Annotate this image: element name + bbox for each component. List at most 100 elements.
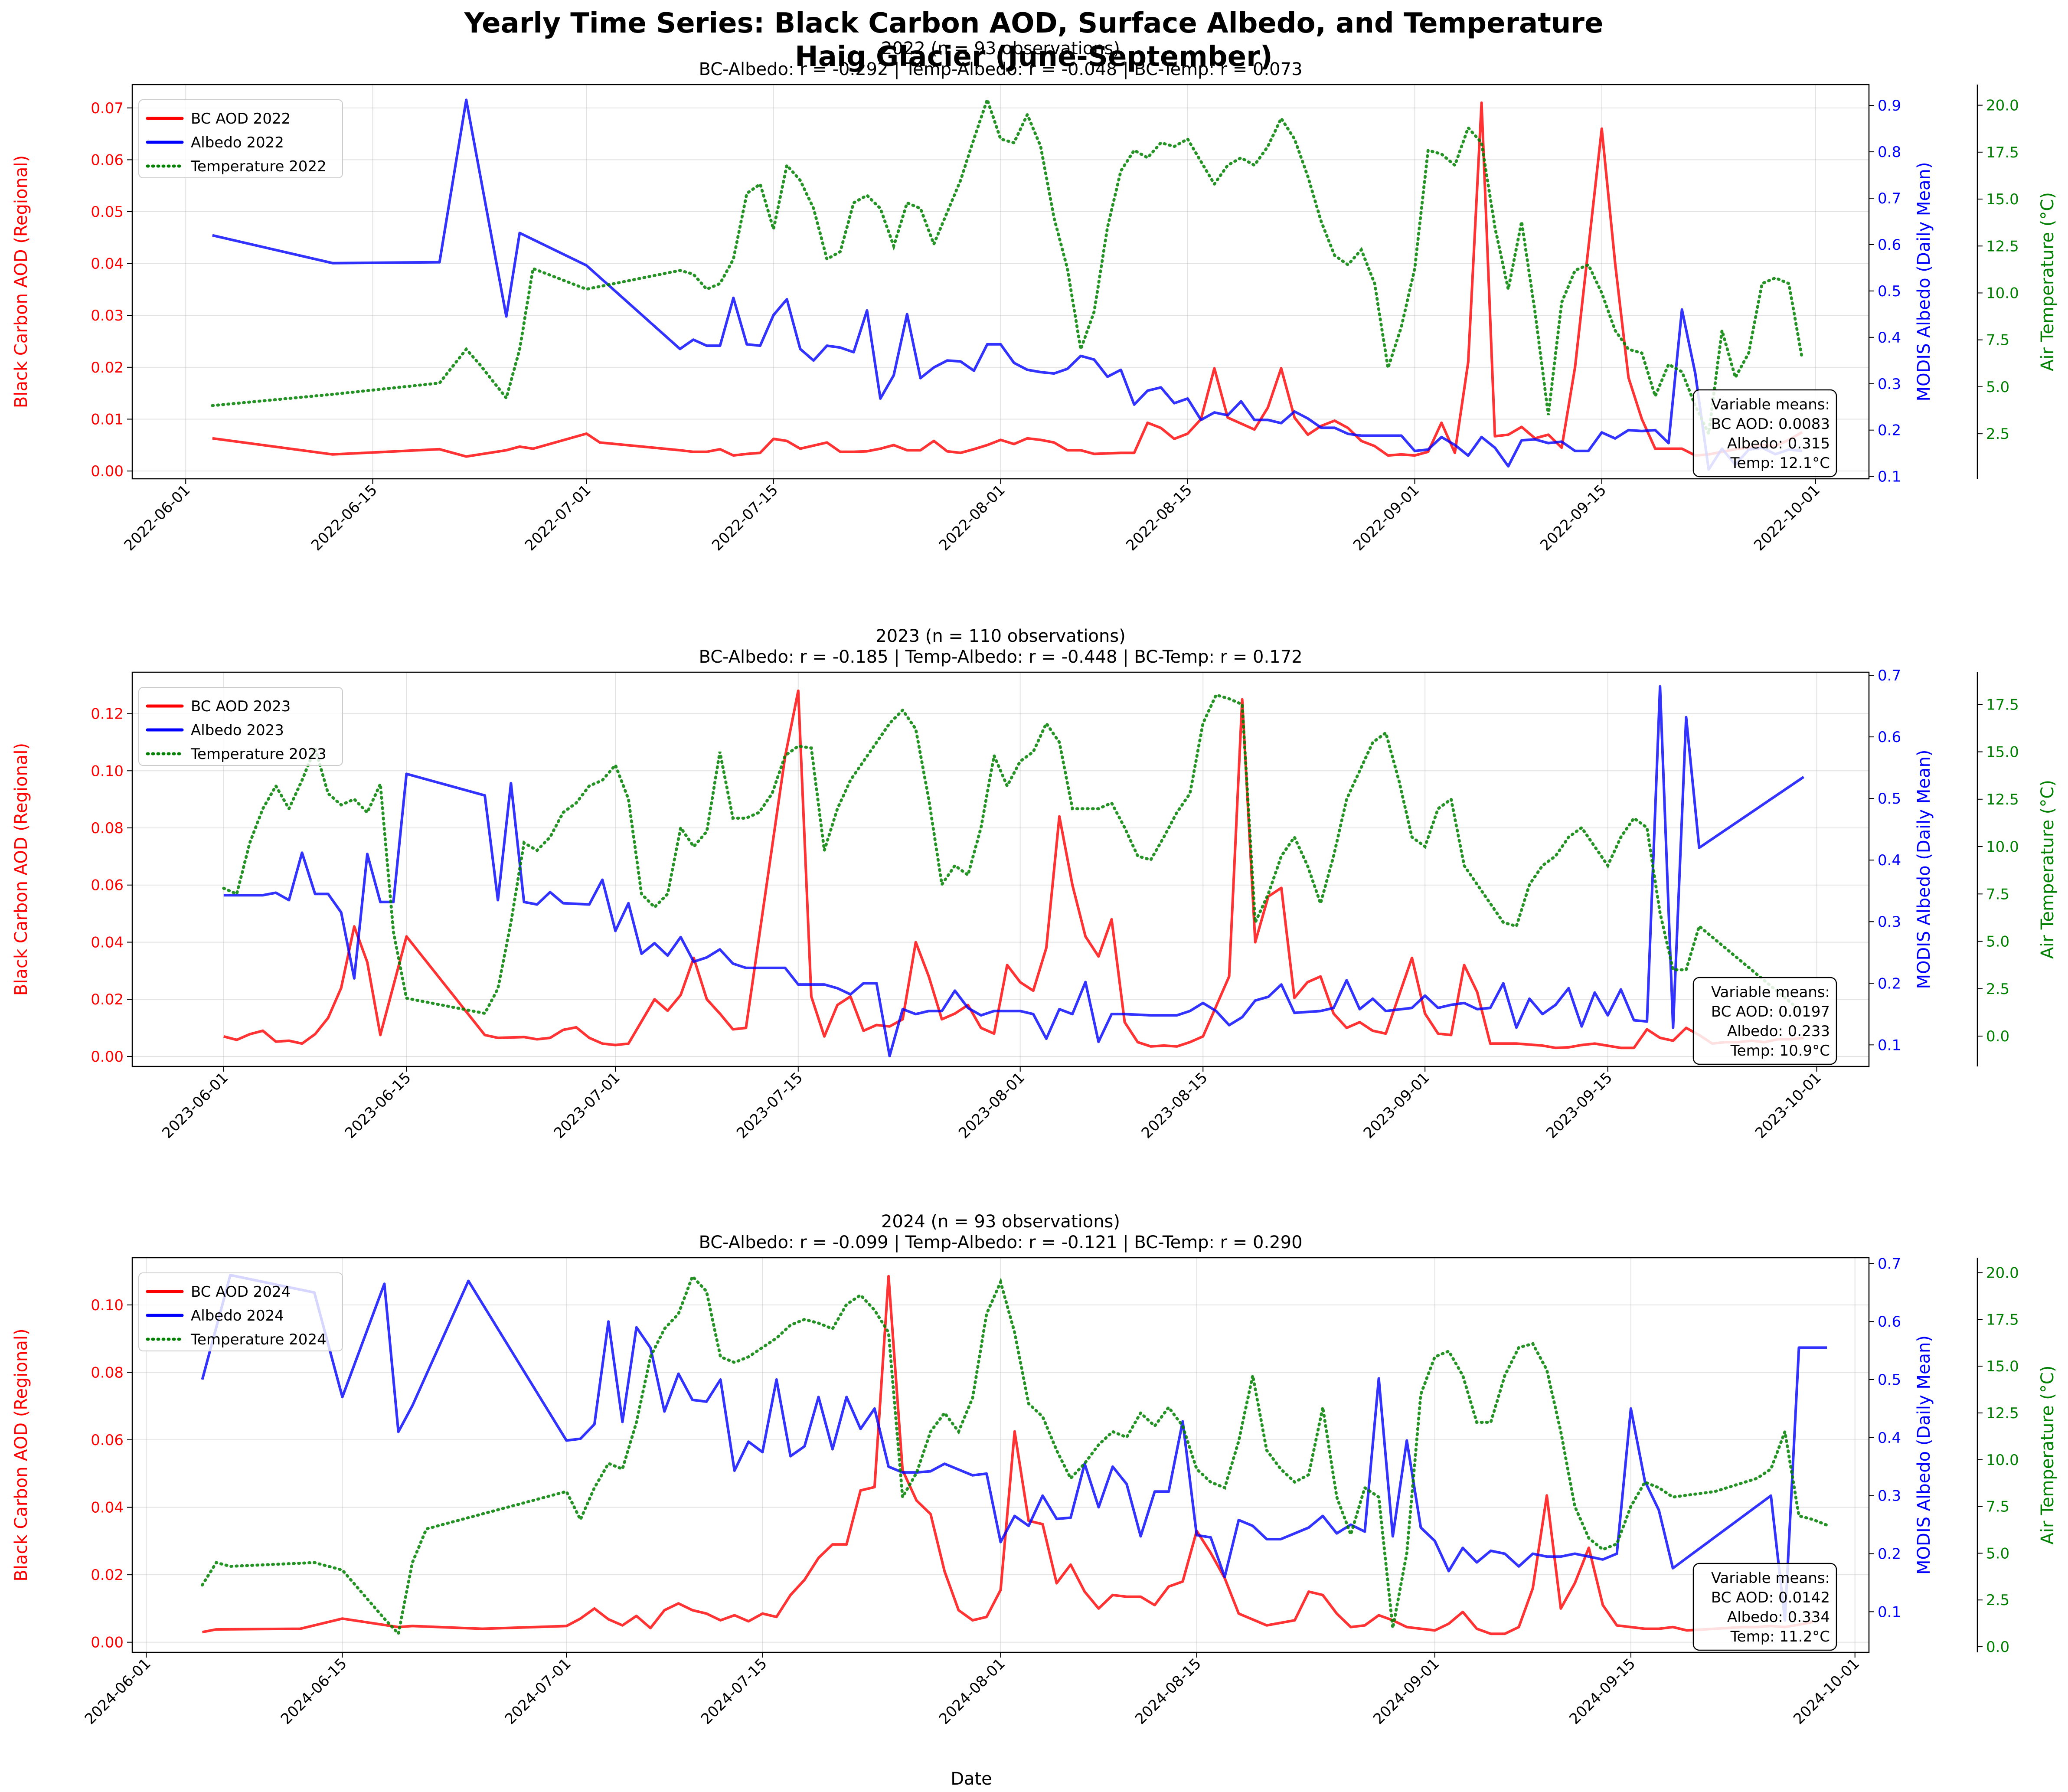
- x-tick-label: 2022-08-01: [936, 481, 1009, 554]
- y-tick-label-albedo: 0.1: [1878, 1037, 1901, 1054]
- legend-entry-temperature-label: Temperature 2022: [190, 158, 327, 175]
- y-tick-label-temp: 10.0: [1986, 284, 2019, 302]
- y-tick-label-bc: 0.08: [91, 1364, 124, 1381]
- y-tick-label-temp: 5.0: [1986, 1545, 2009, 1562]
- means-value: Albedo: 0.233: [1727, 1023, 1830, 1040]
- legend-box: [138, 1272, 343, 1351]
- y-tick-label-bc: 0.10: [91, 1297, 124, 1314]
- y-tick-label-temp: 5.0: [1986, 933, 2009, 951]
- figure-title-line2: Haig Glacier (June-September): [795, 41, 1273, 73]
- y-tick-label-temp: 12.5: [1986, 1405, 2019, 1422]
- y-tick-label-albedo: 0.2: [1878, 975, 1901, 992]
- y-tick-label-albedo: 0.5: [1878, 1371, 1901, 1389]
- series-temperature: [201, 1273, 1829, 1637]
- y-tick-label-albedo: 0.5: [1878, 790, 1901, 808]
- x-tick-label: 2024-09-01: [1370, 1655, 1443, 1728]
- series-albedo: [201, 1274, 1827, 1622]
- x-tick-label: 2023-06-15: [342, 1069, 415, 1142]
- y-tick-label-temp: 15.0: [1986, 744, 2019, 761]
- x-tick-label: 2023-09-01: [1360, 1069, 1433, 1142]
- y-tick-label-temp: 2.5: [1986, 981, 2009, 998]
- y-tick-label-temp: 20.0: [1986, 97, 2019, 114]
- means-box-frame: [1692, 389, 1837, 477]
- x-tick-label: 2022-07-01: [522, 481, 595, 554]
- y-tick-label-bc: 0.06: [91, 151, 124, 169]
- variable-means-box: Variable means: BC AOD: 0.0142 Albedo: 0.3…: [1692, 1563, 1837, 1651]
- x-tick-label: 2022-06-15: [308, 481, 381, 554]
- y-tick-label-bc: 0.02: [91, 991, 124, 1008]
- x-tick-label: 2024-07-01: [502, 1655, 575, 1728]
- means-heading: Variable means:: [1711, 396, 1830, 413]
- x-tick-label: 2022-07-15: [709, 481, 781, 554]
- y-tick-label-albedo: 0.2: [1878, 1546, 1901, 1563]
- y-tick-label-albedo: 0.6: [1878, 236, 1901, 254]
- means-value: Temp: 12.1°C: [1730, 455, 1830, 472]
- y-tick-label-temp: 7.5: [1986, 886, 2009, 903]
- panel-correlations: BC-Albedo: r = -0.185 | Temp-Albedo: r =…: [699, 647, 1302, 667]
- y-tick-label-albedo: 0.7: [1878, 190, 1901, 207]
- panel-2022: 2022 (n = 93 observations)BC-Albedo: r =…: [11, 39, 2058, 554]
- y-axis-label-bc: Black Carbon AOD (Regional): [11, 743, 31, 996]
- legend-entry-temperature-label: Temperature 2023: [190, 746, 327, 763]
- x-tick-label: 2024-08-01: [936, 1655, 1009, 1728]
- y-tick-label-albedo: 0.2: [1878, 422, 1901, 439]
- y-tick-label-albedo: 0.7: [1878, 1255, 1901, 1272]
- legend-entry-temperature-label: Temperature 2024: [190, 1331, 327, 1348]
- y-tick-label-temp: 2.5: [1986, 425, 2009, 443]
- y-tick-label-albedo: 0.4: [1878, 329, 1901, 347]
- y-tick-label-temp: 0.0: [1986, 1638, 2009, 1656]
- means-value: Albedo: 0.315: [1727, 435, 1830, 452]
- panel-2024: 2024 (n = 93 observations)BC-Albedo: r =…: [11, 1212, 2058, 1728]
- y-tick-label-bc: 0.04: [91, 934, 124, 951]
- series-albedo: [212, 98, 1803, 471]
- x-tick-label: 2022-09-01: [1350, 481, 1423, 554]
- y-tick-label-temp: 17.5: [1986, 696, 2019, 713]
- panel-subtitle: 2022 (n = 93 observations): [881, 39, 1120, 59]
- y-axis-label-bc: Black Carbon AOD (Regional): [11, 1328, 31, 1581]
- legend-entry-albedo-label: Albedo 2022: [191, 134, 284, 151]
- y-tick-label-temp: 7.5: [1986, 1498, 2009, 1516]
- y-tick-label-bc: 0.00: [91, 1048, 124, 1066]
- legend: BC AOD 2022 Albedo 2022 Temperature 2022: [138, 99, 343, 178]
- legend: BC AOD 2023 Albedo 2023 Temperature 2023: [138, 687, 343, 766]
- x-tick-label: 2024-09-15: [1566, 1655, 1639, 1728]
- panel-subtitle: 2024 (n = 93 observations): [881, 1212, 1120, 1232]
- y-axis-label-albedo: MODIS Albedo (Daily Mean): [1914, 750, 1934, 989]
- x-tick-label: 2022-09-15: [1537, 481, 1610, 554]
- y-tick-label-temp: 10.0: [1986, 1452, 2019, 1469]
- y-tick-label-bc: 0.08: [91, 820, 124, 837]
- y-tick-label-temp: 7.5: [1986, 332, 2009, 349]
- y-tick-label-bc: 0.06: [91, 1432, 124, 1449]
- y-tick-label-albedo: 0.3: [1878, 376, 1901, 393]
- y-tick-label-bc: 0.00: [91, 1634, 124, 1651]
- y-tick-label-bc: 0.04: [91, 1499, 124, 1517]
- x-tick-label: 2022-06-01: [121, 481, 194, 554]
- y-tick-label-albedo: 0.7: [1878, 667, 1901, 684]
- variable-means-box: Variable means: BC AOD: 0.0197 Albedo: 0.2…: [1692, 977, 1837, 1065]
- x-tick-label: 2023-06-01: [159, 1069, 232, 1142]
- y-tick-label-temp: 17.5: [1986, 1311, 2019, 1328]
- y-tick-label-albedo: 0.8: [1878, 144, 1901, 161]
- y-tick-label-temp: 5.0: [1986, 379, 2009, 396]
- means-heading: Variable means:: [1711, 1570, 1830, 1587]
- y-tick-label-albedo: 0.6: [1878, 1313, 1901, 1331]
- y-axis-label-temp: Air Temperature (°C): [2038, 780, 2058, 959]
- y-tick-label-albedo: 0.1: [1878, 1603, 1901, 1621]
- y-tick-label-bc: 0.05: [91, 203, 124, 221]
- legend-entry-bc-label: BC AOD 2023: [191, 698, 291, 715]
- y-tick-label-albedo: 0.6: [1878, 729, 1901, 746]
- y-tick-label-bc: 0.04: [91, 255, 124, 273]
- plot-frame: [131, 671, 1870, 1067]
- figure-title-line1: Yearly Time Series: Black Carbon AOD, Su…: [464, 7, 1604, 39]
- means-box-frame: [1692, 977, 1837, 1065]
- x-tick-label: 2023-07-01: [551, 1069, 624, 1142]
- y-tick-label-temp: 0.0: [1986, 1028, 2009, 1045]
- panels: 2022 (n = 93 observations) BC-Albedo: r =…: [11, 39, 2058, 1728]
- y-tick-label-bc: 0.03: [91, 307, 124, 324]
- y-tick-label-temp: 20.0: [1986, 1265, 2019, 1282]
- y-tick-label-temp: 15.0: [1986, 191, 2019, 208]
- series-bc-aod: [223, 689, 1804, 1050]
- y-tick-label-temp: 15.0: [1986, 1358, 2019, 1375]
- y-axis-label-temp: Air Temperature (°C): [2038, 1366, 2058, 1545]
